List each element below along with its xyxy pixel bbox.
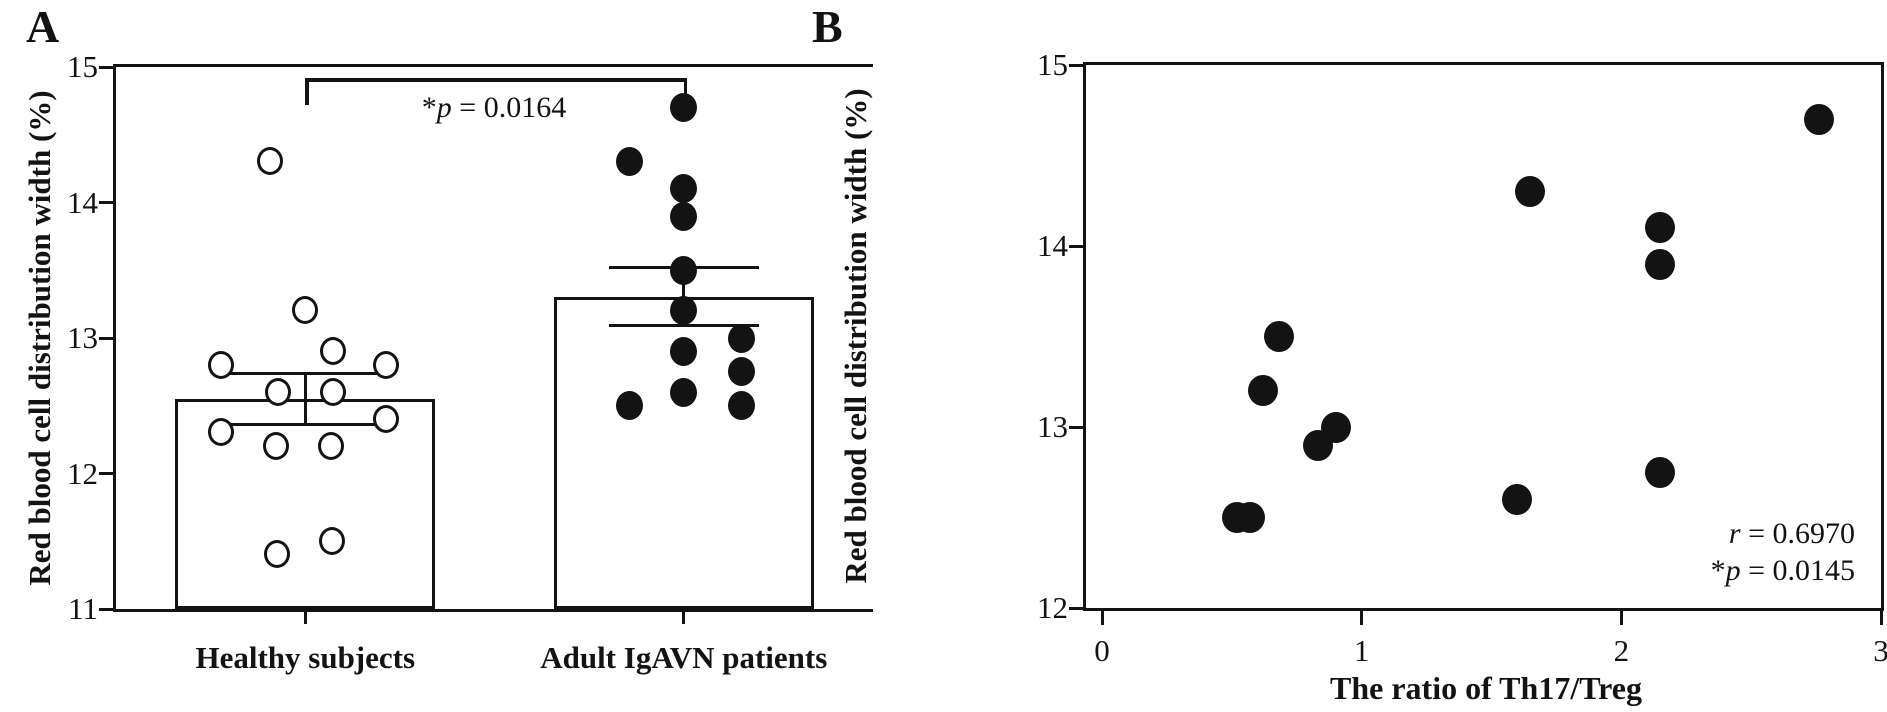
y-tick-label: 13 [67,320,98,355]
y-tick-label: 15 [67,49,98,84]
y-tick-label: 13 [1037,409,1068,444]
p-value: = 0.0145 [1740,554,1855,587]
panel-label-b: B [812,1,843,52]
category-label: Healthy subjects [195,640,416,675]
y-tick-label: 12 [67,455,98,491]
data-point [262,431,289,460]
x-axis-title-b: The ratio of Th17/Treg [1330,670,1642,706]
y-tick-label: 14 [1037,228,1068,263]
p-variable: p [1725,554,1741,587]
data-point [728,391,756,421]
data-point [291,296,318,325]
data-point [319,377,346,406]
data-point [263,540,290,569]
x-tick-label: 3 [1873,633,1887,668]
correlation-p-line: *p = 0.0145 [1711,552,1855,589]
significance-bracket-left-tick [305,78,309,105]
significance-bracket-line [305,78,688,82]
significance-star: * [421,91,437,124]
data-point [264,377,291,406]
data-point [670,255,698,285]
error-cap-lower [230,423,381,427]
y-tick [99,201,113,204]
data-point [207,418,234,447]
data-point [1803,103,1834,135]
data-point [319,337,346,366]
p-prefix: * [1710,554,1726,587]
x-tick [1619,611,1623,625]
y-tick [99,607,113,611]
correlation-annotation: r = 0.6970 *p = 0.0145 [1711,515,1855,589]
data-point [372,350,399,379]
data-point [256,147,283,176]
data-point [1502,483,1533,515]
data-point [207,350,234,379]
panel-label-a: A [26,1,60,52]
data-point [1263,321,1294,352]
x-tick-label: 2 [1613,633,1630,668]
r-value: = 0.6970 [1740,517,1855,550]
data-point [616,147,644,177]
data-point [670,337,698,367]
significance-value: = 0.0164 [451,91,567,124]
y-tick [99,336,113,340]
error-bar-line [303,373,307,425]
data-point [1645,212,1676,244]
x-tick-label: 0 [1094,633,1110,668]
plot-area-b: r = 0.6970 *p = 0.0145 15 14 13 12 0 1 2 3 [1037,47,1887,667]
y-tick-label: 15 [1037,47,1068,82]
data-point [1320,411,1351,443]
error-cap-lower [608,324,759,328]
y-tick [1069,606,1083,610]
data-point [1235,502,1265,533]
y-tick [1069,244,1083,248]
data-point [1645,456,1676,488]
y-tick [1069,63,1083,67]
data-point [670,201,698,231]
significance-bracket-right-tick [683,78,688,94]
data-point [670,93,698,123]
data-point [616,391,644,421]
y-tick-label: 14 [67,184,98,220]
significance-text: *p = 0.0164 [422,91,566,125]
y-tick-label: 12 [1037,590,1068,625]
y-tick [1069,425,1083,429]
x-category-tick [303,612,307,624]
data-point [1645,248,1676,280]
data-point [728,323,756,353]
y-tick-label: 11 [68,591,98,626]
data-point [728,357,756,387]
y-tick [99,65,113,69]
correlation-r-line: r = 0.6970 [1711,515,1855,552]
significance-variable: p [436,91,452,124]
data-point [372,404,399,433]
x-category-tick [682,612,686,624]
data-point [670,174,698,204]
data-point [317,431,344,460]
y-axis-title-b: Red blood cell distribution width (%) [838,88,873,584]
data-point [1247,375,1278,407]
plot-area-a: *p = 0.0164 15 14 13 12 11 Healthy subjects Ad… [67,49,873,675]
data-point [670,296,698,326]
x-tick [1100,611,1104,625]
data-point [670,377,698,407]
y-tick [99,472,113,475]
r-variable: r [1728,517,1741,550]
x-tick [1360,611,1364,625]
x-tick-label: 1 [1353,633,1370,668]
x-tick [1879,611,1883,625]
category-label: Adult IgAVN patients [540,640,828,675]
data-point [1515,176,1546,208]
data-point [318,526,345,555]
